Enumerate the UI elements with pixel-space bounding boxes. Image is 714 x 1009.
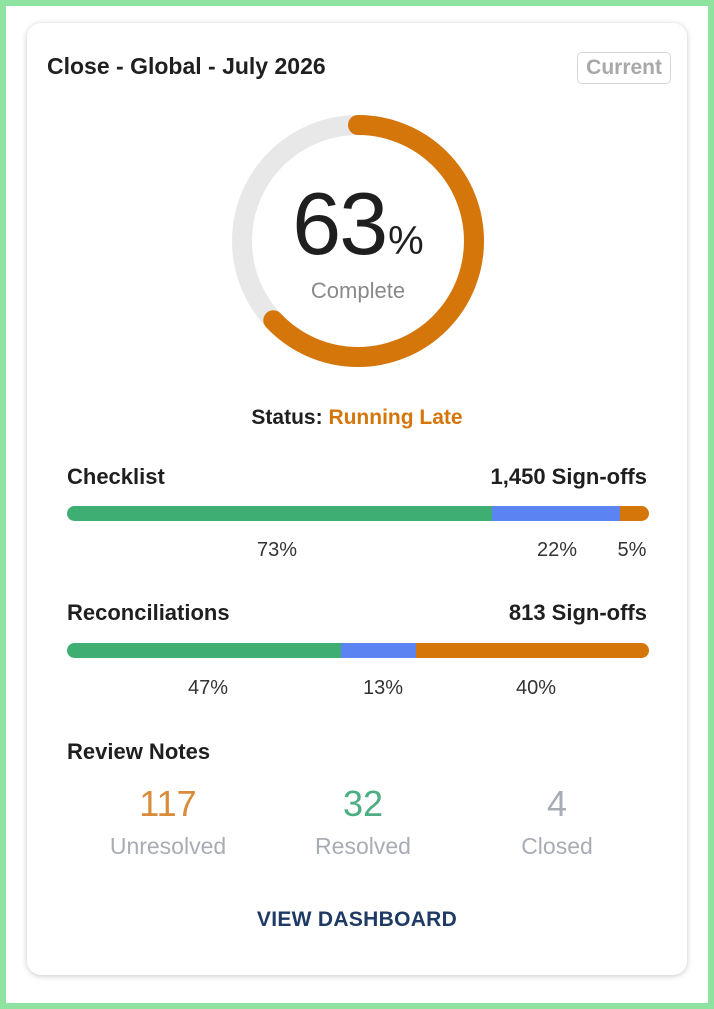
checklist-in-progress-pct: 22%	[536, 539, 578, 561]
checklist-title: Checklist	[67, 464, 165, 489]
gauge-label: Complete	[310, 278, 406, 303]
review-notes-resolved[interactable]: 32 Resolved	[263, 783, 463, 860]
close-card: Close - Global - July 2026 Current 63% C…	[27, 23, 687, 975]
status-value: Running Late	[328, 406, 463, 429]
card-title: Close - Global - July 2026	[47, 53, 326, 79]
reconciliations-progress-bar	[67, 643, 649, 658]
completion-gauge: 63% Complete	[230, 113, 486, 369]
reconciliations-segment-late	[416, 643, 649, 658]
reconciliations-late-pct: 40%	[515, 677, 557, 699]
gauge-ring	[232, 115, 484, 367]
unresolved-count: 117	[139, 783, 197, 824]
checklist-late-pct: 5%	[617, 539, 647, 561]
reconciliations-segment-complete	[67, 643, 341, 658]
gauge-fill	[232, 115, 484, 367]
checklist-count: 1,450 Sign-offs	[490, 464, 647, 489]
gauge-unit: %	[388, 219, 424, 263]
closed-count: 4	[546, 783, 568, 824]
view-dashboard-link[interactable]: VIEW DASHBOARD	[256, 908, 458, 931]
reconciliations-count: 813 Sign-offs	[508, 600, 647, 625]
resolved-label: Resolved	[315, 833, 411, 859]
status-prefix: Status:	[251, 406, 323, 429]
current-badge: Current	[577, 52, 671, 84]
review-notes-title: Review Notes	[67, 739, 211, 764]
review-notes-closed[interactable]: 4 Closed	[457, 783, 657, 860]
gauge-number: 63	[292, 174, 388, 273]
checklist-segment-complete	[67, 506, 492, 521]
unresolved-label: Unresolved	[109, 833, 227, 859]
review-notes-unresolved[interactable]: 117 Unresolved	[68, 783, 268, 860]
reconciliations-title: Reconciliations	[67, 600, 230, 625]
checklist-segment-late	[619, 506, 649, 521]
reconciliations-complete-pct: 47%	[187, 677, 229, 699]
resolved-count: 32	[342, 783, 384, 824]
closed-label: Closed	[521, 833, 593, 859]
reconciliations-segment-in-progress	[340, 643, 417, 658]
checklist-complete-pct: 73%	[256, 539, 298, 561]
gauge-value: 63%	[230, 173, 486, 275]
reconciliations-in-progress-pct: 13%	[362, 677, 404, 699]
status-line: Status: Running Late	[27, 406, 687, 430]
checklist-segment-in-progress	[491, 506, 620, 521]
checklist-progress-bar	[67, 506, 649, 521]
